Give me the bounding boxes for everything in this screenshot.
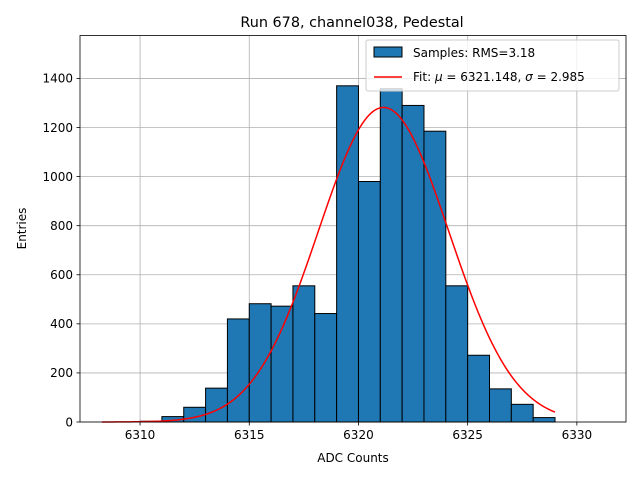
histogram-bar [445, 285, 469, 423]
y-tick-label: 800 [50, 219, 73, 233]
y-tick-label: 400 [50, 317, 73, 331]
histogram-bar [489, 388, 512, 423]
gaussian-fit [101, 106, 556, 423]
y-tick-label: 600 [50, 268, 73, 282]
histogram-bar [532, 417, 556, 423]
x-tick-label: 6325 [452, 428, 483, 442]
legend-samples-label: Samples: RMS=3.18 [413, 46, 535, 60]
x-tick-label: 6330 [562, 428, 593, 442]
histogram-bar [510, 403, 534, 423]
x-axis-label: ADC Counts [317, 451, 389, 465]
x-tick-label: 6315 [234, 428, 265, 442]
x-axis-ticks: 6310 6315 6320 6325 6330 [125, 422, 592, 442]
histogram-bar [270, 305, 294, 423]
y-tick-label: 1000 [42, 170, 73, 184]
x-tick-label: 6310 [125, 428, 156, 442]
histogram-bar [248, 303, 272, 423]
y-axis-ticks: 0 200 400 600 800 1000 1200 1400 [42, 72, 80, 429]
histogram-bar [357, 181, 381, 423]
plot-area-frame [79, 35, 627, 423]
legend: Samples: RMS=3.18 Fit: μ = 6321.148, σ =… [365, 39, 620, 92]
y-tick-label: 1200 [42, 121, 73, 135]
legend-box [365, 39, 620, 92]
y-tick-label: 1400 [42, 72, 73, 86]
histogram-bar [467, 354, 491, 423]
x-tick-label: 6320 [343, 428, 374, 442]
histogram-bar [379, 88, 403, 423]
y-axis-label: Entries [15, 208, 29, 250]
histogram-bar [423, 130, 447, 423]
histogram-bars [139, 85, 556, 423]
fit-curve [101, 106, 556, 423]
legend-samples-swatch [373, 46, 403, 58]
y-tick-label: 200 [50, 366, 73, 380]
legend-fit-label: Fit: μ = 6321.148, σ = 2.985 [413, 70, 585, 84]
histogram-bar [292, 285, 316, 423]
histogram-bar [314, 313, 338, 423]
chart-title: Run 678, channel038, Pedestal [240, 15, 463, 31]
histogram-bar [226, 318, 250, 423]
y-tick-label: 0 [65, 415, 73, 429]
histogram-bar [205, 387, 228, 423]
